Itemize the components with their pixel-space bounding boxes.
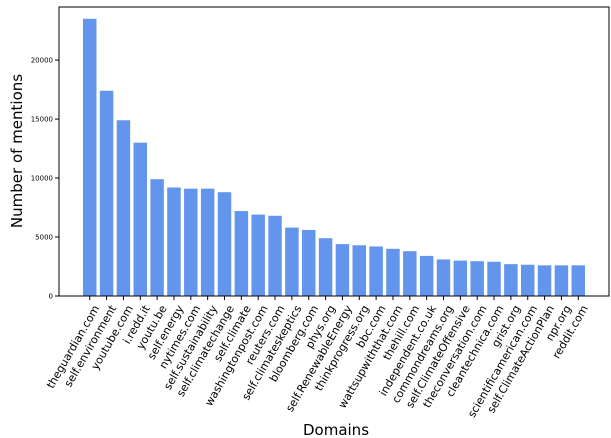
y-tick-label: 20000 bbox=[31, 57, 53, 65]
y-tick-label: 0 bbox=[49, 293, 53, 301]
bar bbox=[200, 188, 215, 296]
bar bbox=[285, 227, 299, 296]
bar bbox=[318, 238, 333, 296]
bar bbox=[116, 120, 131, 296]
y-tick-label: 10000 bbox=[31, 175, 53, 183]
bar bbox=[504, 264, 518, 296]
bar bbox=[167, 187, 181, 296]
bar bbox=[520, 264, 535, 296]
bar bbox=[217, 192, 232, 296]
bar bbox=[268, 215, 282, 296]
bar bbox=[133, 142, 148, 296]
bar bbox=[537, 265, 552, 296]
bar bbox=[571, 265, 585, 296]
bar bbox=[436, 259, 451, 296]
y-tick-label: 5000 bbox=[35, 234, 53, 242]
bar bbox=[470, 261, 484, 296]
bar bbox=[251, 214, 265, 296]
bar bbox=[453, 260, 468, 296]
bar bbox=[419, 255, 434, 296]
bar bbox=[234, 211, 249, 296]
bar bbox=[301, 229, 316, 296]
bar bbox=[83, 18, 97, 296]
bar bbox=[487, 261, 501, 296]
bar bbox=[352, 245, 367, 296]
bars-group bbox=[83, 18, 585, 296]
y-axis-ticks: 0 5000 10000 15000 20000 bbox=[31, 57, 59, 301]
bar bbox=[386, 248, 400, 296]
bar bbox=[184, 188, 198, 296]
plot-frame bbox=[58, 6, 610, 297]
y-tick-label: 15000 bbox=[31, 116, 53, 124]
bar bbox=[554, 265, 569, 296]
x-axis-ticks: theguardian.comself.environmentyoutube.c… bbox=[44, 296, 591, 420]
bar bbox=[369, 246, 383, 296]
y-axis-title: Number of mentions bbox=[8, 74, 26, 228]
bar bbox=[150, 179, 164, 296]
bar bbox=[99, 90, 114, 296]
bar bbox=[403, 251, 417, 296]
bar bbox=[335, 244, 350, 296]
x-axis-title: Domains bbox=[303, 421, 369, 438]
